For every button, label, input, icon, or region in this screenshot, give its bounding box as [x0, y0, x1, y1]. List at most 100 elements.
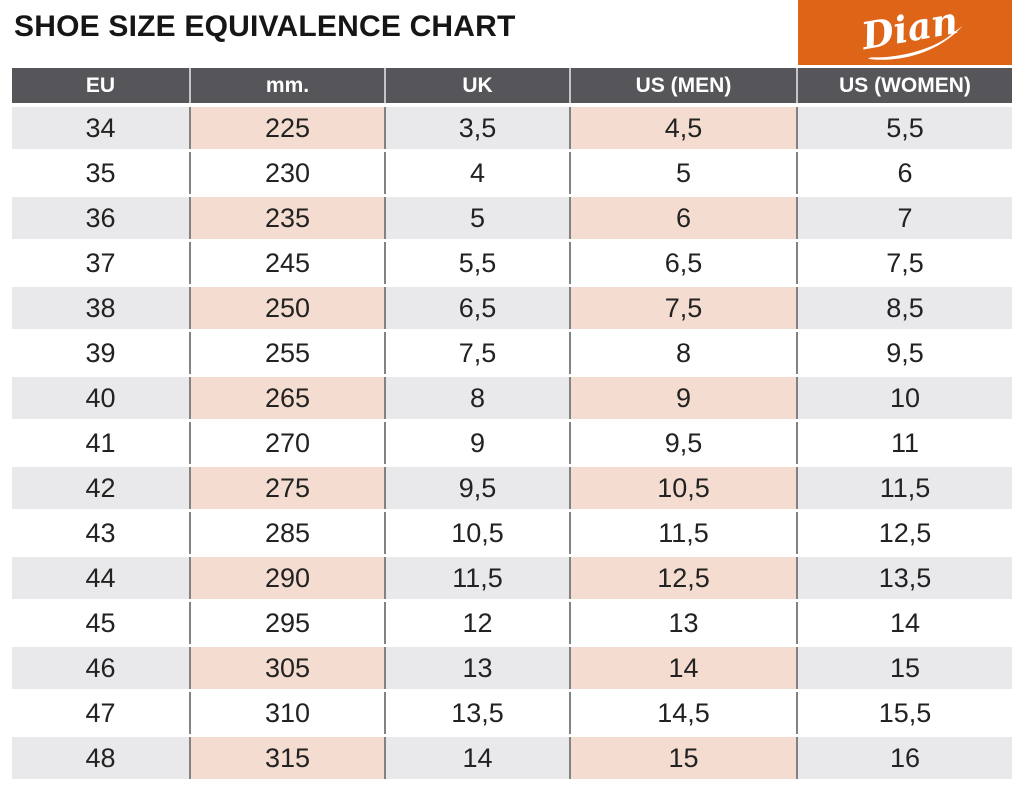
- table-cell: 13: [384, 644, 570, 691]
- table-cell: 15: [569, 734, 797, 779]
- table-cell: 13,5: [796, 554, 1012, 601]
- table-cell: 255: [189, 329, 385, 376]
- table-cell: 14: [569, 644, 797, 691]
- table-cell: 35: [12, 149, 190, 196]
- table-row: 44 290 11,5 12,5 13,5: [12, 554, 1012, 601]
- table-cell: 5: [384, 194, 570, 241]
- table-cell: 9,5: [569, 419, 797, 466]
- table-row: 39 255 7,5 8 9,5: [12, 329, 1012, 376]
- table-cell: 4: [384, 149, 570, 196]
- table-cell: 14: [796, 599, 1012, 646]
- table-cell: 11,5: [384, 554, 570, 601]
- table-row: 45 295 12 13 14: [12, 599, 1012, 646]
- table-row: 41 270 9 9,5 11: [12, 419, 1012, 466]
- page-title: SHOE SIZE EQUIVALENCE CHART: [14, 10, 516, 43]
- table-row: 38 250 6,5 7,5 8,5: [12, 284, 1012, 331]
- table-cell: 37: [12, 239, 190, 286]
- table-cell: 41: [12, 419, 190, 466]
- table-row: 47 310 13,5 14,5 15,5: [12, 689, 1012, 736]
- table-cell: 230: [189, 149, 385, 196]
- table-row: 36 235 5 6 7: [12, 194, 1012, 241]
- table-cell: 245: [189, 239, 385, 286]
- table-cell: 47: [12, 689, 190, 736]
- table-cell: 5: [569, 149, 797, 196]
- table-cell: 9: [384, 419, 570, 466]
- table-cell: 295: [189, 599, 385, 646]
- table-cell: 11,5: [569, 509, 797, 556]
- table-cell: 36: [12, 194, 190, 241]
- table-cell: 10,5: [569, 464, 797, 511]
- table-cell: 310: [189, 689, 385, 736]
- table-cell: 6,5: [569, 239, 797, 286]
- size-chart-table: EU mm. UK US (MEN) US (WOMEN) 34 225 3,5 4,…: [12, 68, 1012, 779]
- table-cell: 6: [796, 149, 1012, 196]
- table-cell: 46: [12, 644, 190, 691]
- table-cell: 5,5: [796, 103, 1012, 151]
- logo-swoosh: [867, 25, 963, 60]
- table-cell: 38: [12, 284, 190, 331]
- table-cell: 270: [189, 419, 385, 466]
- table-cell: 265: [189, 374, 385, 421]
- column-header-us-men: US (MEN): [569, 68, 797, 105]
- table-cell: 13,5: [384, 689, 570, 736]
- table-cell: 9: [569, 374, 797, 421]
- table-row: 37 245 5,5 6,5 7,5: [12, 239, 1012, 286]
- table-cell: 34: [12, 103, 190, 151]
- table-row: 35 230 4 5 6: [12, 149, 1012, 196]
- dian-logo-text: Dian: [857, 2, 961, 58]
- table-cell: 285: [189, 509, 385, 556]
- column-header-uk: UK: [384, 68, 570, 105]
- table-cell: 15,5: [796, 689, 1012, 736]
- table-cell: 7: [796, 194, 1012, 241]
- table-cell: 43: [12, 509, 190, 556]
- table-cell: 235: [189, 194, 385, 241]
- table-cell: 10: [796, 374, 1012, 421]
- table-cell: 42: [12, 464, 190, 511]
- table-cell: 3,5: [384, 103, 570, 151]
- table-cell: 45: [12, 599, 190, 646]
- table-cell: 11,5: [796, 464, 1012, 511]
- column-header-mm: mm.: [189, 68, 385, 105]
- table-cell: 305: [189, 644, 385, 691]
- table-cell: 16: [796, 734, 1012, 779]
- table-row: 42 275 9,5 10,5 11,5: [12, 464, 1012, 511]
- table-cell: 8: [569, 329, 797, 376]
- table-cell: 11: [796, 419, 1012, 466]
- table-cell: 9,5: [796, 329, 1012, 376]
- table-cell: 8: [384, 374, 570, 421]
- table-cell: 250: [189, 284, 385, 331]
- table-row: 40 265 8 9 10: [12, 374, 1012, 421]
- header-row: EU mm. UK US (MEN) US (WOMEN): [12, 68, 1012, 105]
- table-cell: 7,5: [569, 284, 797, 331]
- table-cell: 275: [189, 464, 385, 511]
- table-cell: 12,5: [569, 554, 797, 601]
- table-cell: 13: [569, 599, 797, 646]
- table-cell: 12,5: [796, 509, 1012, 556]
- column-header-us-women: US (WOMEN): [796, 68, 1012, 105]
- table-cell: 40: [12, 374, 190, 421]
- table-cell: 14,5: [569, 689, 797, 736]
- table-cell: 225: [189, 103, 385, 151]
- table-cell: 290: [189, 554, 385, 601]
- table-row: 48 315 14 15 16: [12, 734, 1012, 779]
- table-cell: 4,5: [569, 103, 797, 151]
- table-cell: 12: [384, 599, 570, 646]
- table-cell: 10,5: [384, 509, 570, 556]
- table-cell: 39: [12, 329, 190, 376]
- size-chart: EU mm. UK US (MEN) US (WOMEN) 34 225 3,5 4,…: [12, 68, 1012, 779]
- brand-logo: Dian: [798, 0, 1012, 65]
- table-cell: 48: [12, 734, 190, 779]
- table-cell: 9,5: [384, 464, 570, 511]
- table-cell: 6: [569, 194, 797, 241]
- table-cell: 44: [12, 554, 190, 601]
- dian-logo-icon: Dian: [857, 2, 963, 60]
- table-cell: 5,5: [384, 239, 570, 286]
- column-header-eu: EU: [12, 68, 190, 105]
- table-cell: 14: [384, 734, 570, 779]
- size-table-body: 34 225 3,5 4,5 5,5 35 230 4 5 6 36 235 5 6 7 37 245 5,5 6,…: [12, 103, 1012, 779]
- table-cell: 7,5: [796, 239, 1012, 286]
- table-cell: 6,5: [384, 284, 570, 331]
- table-cell: 7,5: [384, 329, 570, 376]
- table-cell: 15: [796, 644, 1012, 691]
